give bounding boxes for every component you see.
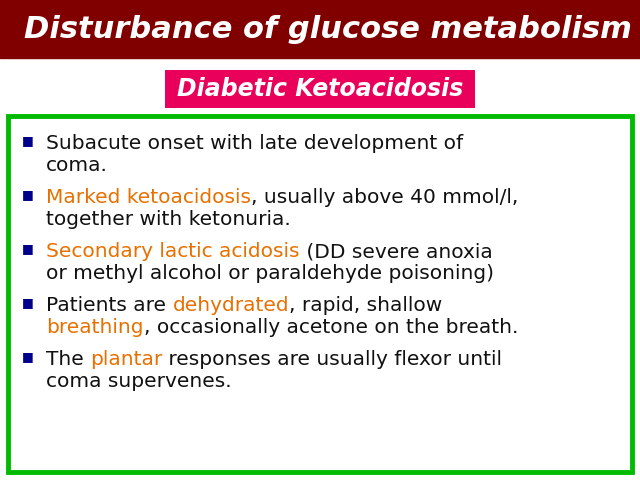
Text: ■: ■: [22, 350, 34, 363]
Text: , rapid, shallow: , rapid, shallow: [289, 296, 442, 315]
Text: breathing: breathing: [46, 318, 143, 337]
Text: responses are usually flexor until: responses are usually flexor until: [163, 350, 502, 369]
Text: , occasionally acetone on the breath.: , occasionally acetone on the breath.: [143, 318, 518, 337]
Bar: [8, 116, 632, 472]
Text: Patients are: Patients are: [46, 296, 172, 315]
Text: Subacute onset with late development of: Subacute onset with late development of: [46, 134, 463, 153]
Text: ■: ■: [22, 134, 34, 147]
Text: dehydrated: dehydrated: [172, 296, 289, 315]
Text: together with ketonuria.: together with ketonuria.: [46, 210, 291, 229]
Text: The: The: [46, 350, 90, 369]
Text: (DD severe anoxia: (DD severe anoxia: [300, 242, 492, 261]
Text: or methyl alcohol or paraldehyde poisoning): or methyl alcohol or paraldehyde poisoni…: [46, 264, 494, 283]
Text: Marked ketoacidosis: Marked ketoacidosis: [46, 188, 251, 207]
Text: Disturbance of glucose metabolism: Disturbance of glucose metabolism: [24, 14, 632, 44]
Text: , usually above 40 mmol/l,: , usually above 40 mmol/l,: [251, 188, 518, 207]
Text: coma supervenes.: coma supervenes.: [46, 372, 232, 391]
Text: ■: ■: [22, 296, 34, 309]
Text: coma.: coma.: [46, 156, 108, 175]
Text: Diabetic Ketoacidosis: Diabetic Ketoacidosis: [177, 77, 463, 101]
Text: ■: ■: [22, 242, 34, 255]
Text: ■: ■: [22, 188, 34, 201]
Text: plantar: plantar: [90, 350, 163, 369]
Text: Secondary lactic acidosis: Secondary lactic acidosis: [46, 242, 300, 261]
Bar: [165, 70, 475, 108]
